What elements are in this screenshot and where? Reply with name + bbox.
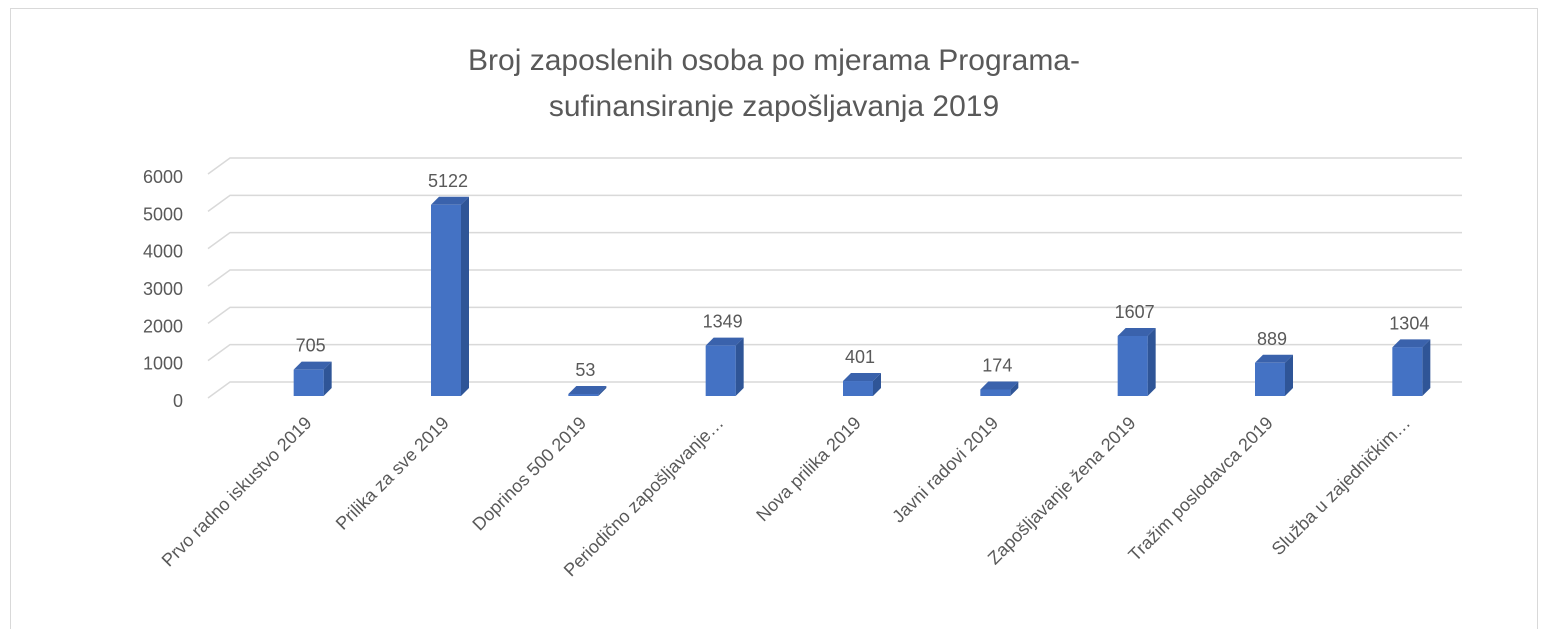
grid-line (207, 231, 1462, 250)
x-tick-label: Služba u zajedničkim… (1268, 413, 1414, 559)
bar-front (843, 381, 873, 396)
bar-front (1392, 347, 1423, 396)
x-tick-label: Prvo radno iskustvo 2019 (158, 413, 316, 571)
value-label: 1304 (1389, 313, 1429, 333)
bar (431, 196, 469, 396)
bar (1255, 354, 1293, 396)
bar-top (431, 196, 469, 205)
bar-top (843, 373, 881, 382)
bar-top (568, 386, 607, 395)
y-tick-label: 1000 (143, 354, 183, 374)
bar (568, 386, 607, 396)
bar-side (1147, 328, 1156, 396)
bar-side (735, 337, 744, 396)
bar-front (1255, 362, 1285, 396)
value-label: 5122 (428, 171, 468, 191)
bar-top (1117, 328, 1156, 337)
chart-title: Broj zaposlenih osoba po mjerama Program… (468, 44, 1080, 123)
bar-front (1117, 336, 1148, 396)
bar-front (568, 394, 599, 396)
value-label: 53 (575, 360, 595, 380)
bar-top (1392, 339, 1431, 348)
y-tick-label: 3000 (143, 279, 183, 299)
value-label: 1607 (1115, 302, 1155, 322)
x-tick-label: Doprinos 500 2019 (468, 413, 590, 535)
bar-side (1422, 339, 1431, 396)
chart-frame (10, 8, 1538, 629)
bar (1117, 328, 1156, 396)
bar (980, 381, 1019, 396)
grid-line (207, 194, 1462, 212)
bar-top (705, 337, 744, 346)
grid-line (207, 157, 1462, 175)
bar-side (461, 196, 469, 396)
x-tick-label: Prilika za sve 2019 (332, 413, 453, 534)
value-label: 889 (1257, 329, 1287, 349)
grid-line (207, 269, 1462, 287)
x-tick-label: Zapošljavanje žena 2019 (984, 413, 1140, 569)
bar-front (980, 389, 1011, 396)
grid-line (207, 381, 1462, 399)
y-tick-label: 4000 (143, 242, 183, 262)
bar-top (293, 361, 332, 370)
x-tick-label: Periodično zapošljavanje… (560, 413, 728, 581)
bar-top (1255, 354, 1293, 363)
y-tick-label: 6000 (143, 167, 183, 187)
bar-side (323, 361, 332, 396)
bar-front (705, 345, 736, 396)
y-tick-label: 0 (173, 391, 183, 411)
bar-side (873, 373, 881, 396)
bar (293, 361, 332, 396)
x-tick-label: Javni radovi 2019 (888, 413, 1002, 527)
value-label: 174 (982, 356, 1012, 376)
bar (705, 337, 744, 396)
bar-side (1010, 381, 1019, 396)
bar (1392, 339, 1431, 396)
x-tick-label: Nova prilika 2019 (752, 413, 864, 525)
value-label: 401 (845, 347, 875, 367)
value-label: 1349 (703, 312, 743, 332)
bar-side (598, 386, 607, 396)
y-tick-label: 2000 (143, 316, 183, 336)
bar-front (293, 369, 324, 396)
grid-line (207, 343, 1462, 362)
bar (843, 373, 881, 396)
x-tick-label: Tražim poslodavca 2019 (1124, 413, 1276, 565)
bar-side (1285, 354, 1293, 396)
bar-front (431, 204, 461, 396)
y-tick-label: 5000 (143, 204, 183, 224)
grid-line (207, 306, 1462, 324)
value-label: 705 (296, 336, 326, 356)
bar-top (980, 381, 1019, 390)
